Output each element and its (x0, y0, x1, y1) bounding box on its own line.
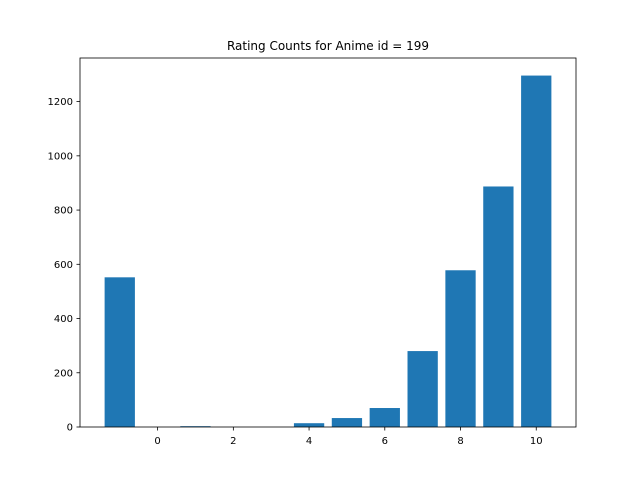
y-tick-label: 0 (67, 423, 73, 434)
bar-rating-8 (445, 270, 476, 427)
x-tick-label: 10 (530, 436, 543, 447)
bar-rating-6 (369, 408, 400, 427)
bar-rating-10 (521, 75, 552, 428)
x-tick-label: 6 (382, 436, 388, 447)
y-tick-label: 600 (54, 260, 73, 271)
bar-rating-5 (331, 418, 363, 427)
chart-title: Rating Counts for Anime id = 199 (227, 39, 429, 53)
x-tick-label: 4 (306, 436, 312, 447)
x-axis-ticks: 0 2 4 6 8 10 (154, 427, 543, 447)
plot-area-frame (79, 57, 577, 428)
bar-rating-7 (407, 351, 438, 427)
bar-rating--1 (104, 277, 135, 427)
y-tick-label: 400 (54, 314, 73, 325)
y-axis-ticks: 0 200 400 600 800 1000 1200 (48, 97, 80, 434)
bar-rating-9 (483, 186, 514, 427)
y-tick-label: 200 (54, 368, 73, 379)
y-tick-label: 800 (54, 206, 73, 217)
bar-rating-4 (293, 423, 325, 427)
x-tick-label: 2 (230, 436, 236, 447)
bar-rating-1 (180, 426, 211, 427)
x-tick-label: 8 (457, 436, 463, 447)
y-tick-label: 1000 (48, 151, 73, 162)
x-tick-label: 0 (154, 436, 160, 447)
bars-group (104, 75, 552, 428)
y-tick-label: 1200 (48, 97, 73, 108)
